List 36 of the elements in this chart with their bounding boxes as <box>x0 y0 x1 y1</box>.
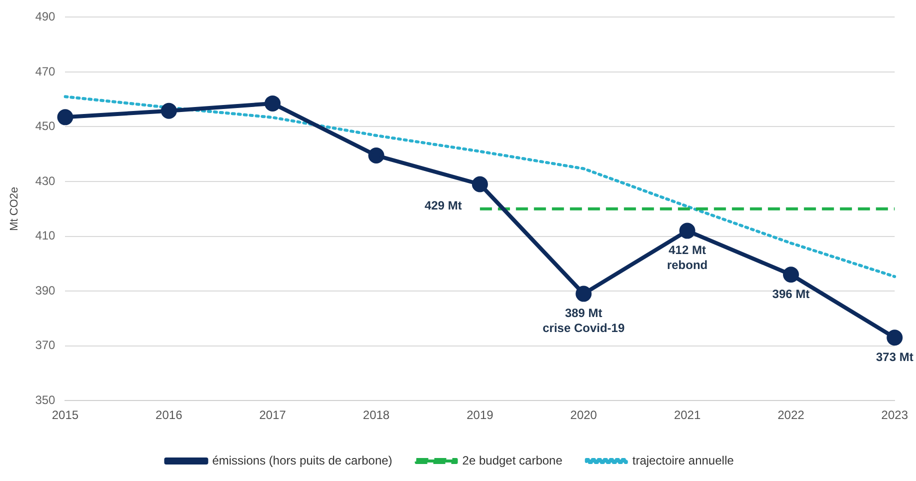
point <box>472 176 488 192</box>
point <box>886 330 903 346</box>
line-series <box>64 95 896 278</box>
annotation: 396 Mt <box>772 286 810 301</box>
point <box>576 286 592 302</box>
point <box>264 95 281 112</box>
annotation: 429 Mt <box>424 198 462 213</box>
y-tick-label: 450 <box>35 119 56 134</box>
legend-label: trajectoire annuelle <box>632 453 734 468</box>
y-tick-label: 430 <box>35 174 56 188</box>
point <box>160 102 177 119</box>
y-tick-label: 350 <box>35 392 56 407</box>
annotation: 373 Mt <box>876 350 914 364</box>
y-tick-label: 390 <box>35 283 56 298</box>
x-tick-label: 2017 <box>259 408 286 422</box>
annotation: 389 Mt crise Covid-19 <box>542 306 625 336</box>
point <box>782 266 799 283</box>
x-tick-label: 2021 <box>674 408 701 422</box>
y-tick-label: 370 <box>35 338 56 352</box>
legend-label: 2e budget carbone <box>462 453 563 468</box>
legend-label: émissions (hors puits de carbone) <box>212 453 392 468</box>
y-tick-label: 410 <box>35 228 56 243</box>
y-axis-title: Mt CO2e <box>8 186 21 231</box>
y-tick-label: 490 <box>35 10 56 24</box>
x-tick-label: 2016 <box>156 408 183 422</box>
x-tick-label: 2023 <box>881 408 908 422</box>
point <box>679 222 696 239</box>
y-tick-label: 470 <box>35 64 56 78</box>
x-tick-label: 2018 <box>362 408 390 422</box>
x-tick-label: 2019 <box>466 408 494 422</box>
x-tick-label: 2022 <box>778 408 805 422</box>
annotation: 412 Mt rebond <box>666 243 708 272</box>
point <box>368 148 384 164</box>
x-tick-label: 2020 <box>570 408 598 422</box>
x-tick-label: 2015 <box>52 408 79 422</box>
point <box>57 109 74 126</box>
